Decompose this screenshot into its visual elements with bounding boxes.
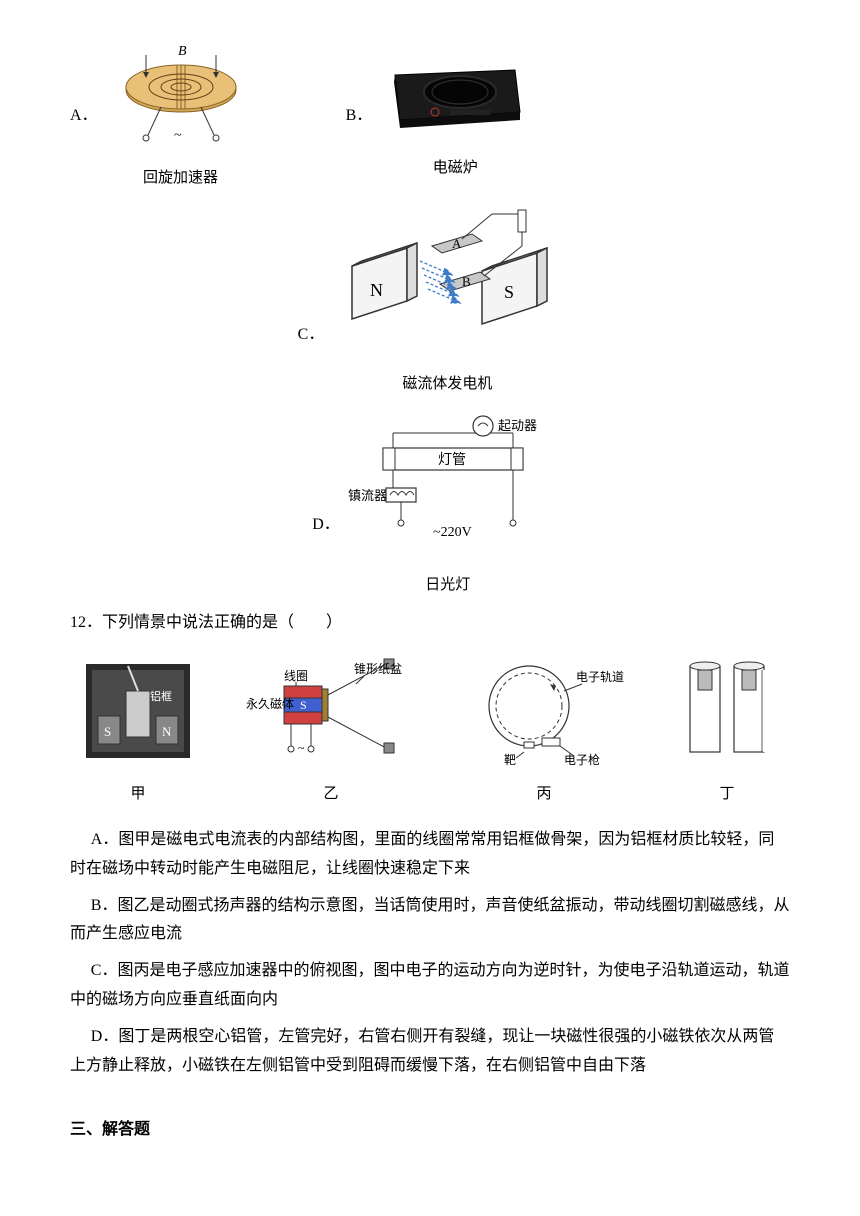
option-c-caption: 磁流体发电机 [332,371,562,398]
cyclotron-diagram: B ~ 回旋加速器 [106,40,256,192]
q12-image-yi: S 线圈 锥形纸盆 永久磁体 ~ 乙 [246,656,416,808]
yi-caption: 乙 [246,781,416,808]
n-label: N [370,280,383,300]
option-d-label: D． [312,511,340,540]
bing-target-label: 靶 [504,753,516,766]
jia-caption: 甲 [78,781,198,808]
b-letter: B [178,44,187,59]
induction-cooker-diagram: 电磁炉 [380,50,530,182]
yi-coil-label: 线圈 [284,669,308,683]
option-b-label: B． [346,102,373,131]
starter-label: 起动器 [498,418,537,433]
yi-magnet-label: 永久磁体 [246,696,294,711]
fluorescent-lamp-diagram: 起动器 灯管 镇流器 ~220V 日光灯 [348,408,548,600]
ballast-label: 镇流器 [348,488,387,503]
option-d-caption: 日光灯 [348,572,548,599]
svg-text:S: S [104,724,111,739]
q12-choice-a: A．图甲是磁电式电流表的内部结构图，里面的线圈常常用铝框做骨架，因为铝框材质比较… [70,826,790,884]
svg-text:N: N [162,724,172,739]
tube-label: 灯管 [438,452,466,468]
q12-image-bing: 靶 电子枪 电子轨道 丙 [464,656,624,808]
option-a-label: A． [70,102,98,131]
voltage-label: ~220V [433,525,472,540]
jia-frame-label: 铝框 [150,689,172,703]
option-a-caption: 回旋加速器 [106,165,256,192]
bing-caption: 丙 [464,781,624,808]
q12-choice-c: C．图丙是电子感应加速器中的俯视图，图中电子的运动方向为逆时针，为使电子沿轨道运… [70,957,790,1015]
option-row-ab: A． B [70,40,790,192]
q12-image-ding: 丁 [672,656,782,808]
q12-choice-d: D．图丁是两根空心铝管，左管完好，右管右侧开有裂缝，现让一块磁性很强的小磁铁依次… [70,1023,790,1081]
option-b-caption: 电磁炉 [380,155,530,182]
svg-text:S: S [300,698,307,712]
s-label: S [504,282,514,302]
q12-images-row: S N 铝框 甲 S 线圈 [70,656,790,808]
svg-text:~: ~ [298,741,305,755]
q12-number: 12． [70,614,102,631]
bing-orbit-label: 电子轨道 [576,670,624,684]
section-3-title: 三、解答题 [70,1116,790,1145]
q12-choice-b: B．图乙是动圈式扬声器的结构示意图，当话筒使用时，声音使纸盆振动，带动线圈切割磁… [70,892,790,950]
option-row-c: C． N S A B [70,206,790,398]
q12-text: 下列情景中说法正确的是（ ） [102,614,342,631]
bing-gun-label: 电子枪 [564,752,600,766]
option-row-d: D． 起动器 灯管 镇流器 [70,408,790,600]
plate-b-label: B [462,274,471,289]
mhd-generator-diagram: N S A B 磁流体发电机 [332,206,562,398]
svg-text:~: ~ [174,128,182,143]
q12-image-jia: S N 铝框 甲 [78,656,198,808]
plate-a-label: A [452,236,462,251]
ding-caption: 丁 [672,781,782,808]
yi-cone-label: 锥形纸盆 [354,662,402,676]
question-12: 12．下列情景中说法正确的是（ ） [70,609,790,638]
option-c-label: C． [298,321,325,350]
